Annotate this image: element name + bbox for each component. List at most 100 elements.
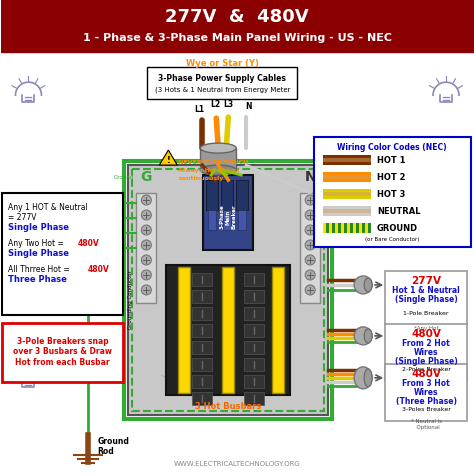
- Bar: [221, 180, 233, 210]
- Bar: [244, 290, 264, 303]
- Text: 1-Pole Breaker: 1-Pole Breaker: [403, 311, 449, 317]
- Bar: [359, 223, 362, 233]
- Circle shape: [305, 240, 315, 250]
- Text: 3-Phase Power Supply Cables: 3-Phase Power Supply Cables: [158, 73, 286, 82]
- Bar: [192, 307, 212, 320]
- Text: N: N: [304, 170, 316, 184]
- Bar: [203, 175, 253, 250]
- Text: Ground
Rod: Ground Rod: [98, 437, 129, 456]
- Text: Wye or Star (Y): Wye or Star (Y): [186, 59, 259, 68]
- Ellipse shape: [364, 278, 372, 292]
- Text: Three Phase: Three Phase: [8, 275, 66, 284]
- Bar: [353, 223, 356, 233]
- FancyBboxPatch shape: [385, 364, 467, 421]
- Ellipse shape: [364, 329, 372, 343]
- Text: 277V: 277V: [411, 276, 441, 286]
- Bar: [323, 155, 371, 165]
- Circle shape: [305, 255, 315, 265]
- Bar: [208, 210, 216, 230]
- Circle shape: [141, 255, 151, 265]
- Bar: [0, 52, 474, 474]
- Text: (3 Hots & 1 Neutral from Energy Meter: (3 Hots & 1 Neutral from Energy Meter: [155, 87, 290, 93]
- Text: 480V: 480V: [411, 369, 441, 379]
- Text: All Thrree Hot =: All Thrree Hot =: [8, 265, 72, 274]
- Text: 3-Phase
Main
Breaker: 3-Phase Main Breaker: [220, 205, 237, 229]
- Circle shape: [141, 285, 151, 295]
- Bar: [192, 375, 212, 388]
- Text: HOT 2: HOT 2: [377, 173, 406, 182]
- Bar: [244, 273, 264, 286]
- Bar: [128, 165, 328, 415]
- Bar: [244, 358, 264, 371]
- Text: L1: L1: [194, 105, 204, 114]
- Bar: [223, 210, 231, 230]
- Bar: [323, 206, 371, 216]
- Text: Neutral: Neutral: [322, 174, 343, 180]
- Bar: [329, 223, 332, 233]
- Circle shape: [141, 240, 151, 250]
- Text: Any 1 HOT & Neutral: Any 1 HOT & Neutral: [8, 203, 87, 212]
- Text: Wires: Wires: [414, 388, 438, 397]
- Text: Always Hot (Live): Always Hot (Live): [178, 168, 239, 173]
- Circle shape: [305, 225, 315, 235]
- Text: HOT 3: HOT 3: [377, 190, 405, 199]
- FancyBboxPatch shape: [1, 323, 123, 382]
- Text: 277V  &  480V: 277V & 480V: [165, 8, 309, 26]
- Text: L3: L3: [223, 100, 233, 109]
- Text: Wiring Color Codes (NEC): Wiring Color Codes (NEC): [337, 143, 447, 152]
- Ellipse shape: [354, 276, 372, 294]
- Text: (Single Phase): (Single Phase): [395, 357, 457, 366]
- Text: (Three Phase): (Three Phase): [395, 397, 456, 406]
- Circle shape: [305, 285, 315, 295]
- Bar: [137, 193, 156, 303]
- Bar: [323, 192, 371, 196]
- FancyBboxPatch shape: [1, 193, 123, 315]
- Ellipse shape: [201, 143, 236, 153]
- Text: NEVER EVER TOUCH: NEVER EVER TOUCH: [178, 160, 249, 164]
- Ellipse shape: [364, 369, 372, 387]
- Ellipse shape: [201, 165, 236, 175]
- Text: Grounding Conductor: Grounding Conductor: [128, 271, 133, 329]
- Bar: [365, 223, 368, 233]
- Text: continuously: continuously: [178, 175, 224, 181]
- Text: (Single Phase): (Single Phase): [395, 295, 457, 304]
- Text: *Any Hot: *Any Hot: [414, 327, 438, 331]
- Bar: [323, 223, 326, 233]
- Circle shape: [141, 195, 151, 205]
- Bar: [244, 375, 264, 388]
- Text: G: G: [141, 170, 152, 184]
- Bar: [244, 392, 264, 405]
- Bar: [323, 209, 371, 213]
- Bar: [166, 265, 290, 395]
- Bar: [236, 180, 248, 210]
- Circle shape: [141, 270, 151, 280]
- Ellipse shape: [354, 327, 372, 345]
- Bar: [192, 324, 212, 337]
- Text: Single Phase: Single Phase: [8, 249, 69, 258]
- Circle shape: [141, 210, 151, 220]
- Text: HOT 1: HOT 1: [377, 155, 406, 164]
- Text: * Neutral is
  Optional: * Neutral is Optional: [410, 419, 442, 430]
- Bar: [192, 392, 212, 405]
- Bar: [178, 267, 190, 393]
- Bar: [244, 324, 264, 337]
- Bar: [192, 358, 212, 371]
- Text: 480V: 480V: [77, 239, 99, 248]
- Circle shape: [305, 195, 315, 205]
- Text: Single Phase: Single Phase: [8, 223, 69, 232]
- Bar: [192, 290, 212, 303]
- Bar: [300, 193, 320, 303]
- Bar: [323, 189, 371, 199]
- Text: L2: L2: [210, 100, 220, 109]
- Bar: [323, 223, 371, 233]
- Bar: [132, 169, 324, 411]
- Text: 3-Pole Breakers snap
over 3 Busbars & Draw
Hot from each Busbar: 3-Pole Breakers snap over 3 Busbars & Dr…: [13, 337, 112, 367]
- Text: Any Two Hot =: Any Two Hot =: [8, 239, 66, 248]
- Text: 480V: 480V: [87, 265, 109, 274]
- Text: !: !: [166, 155, 170, 164]
- Text: 480V: 480V: [411, 329, 441, 339]
- Text: Hot 1 & Neutral: Hot 1 & Neutral: [392, 286, 460, 295]
- Bar: [323, 172, 371, 182]
- Text: Wires: Wires: [414, 348, 438, 357]
- Bar: [341, 223, 344, 233]
